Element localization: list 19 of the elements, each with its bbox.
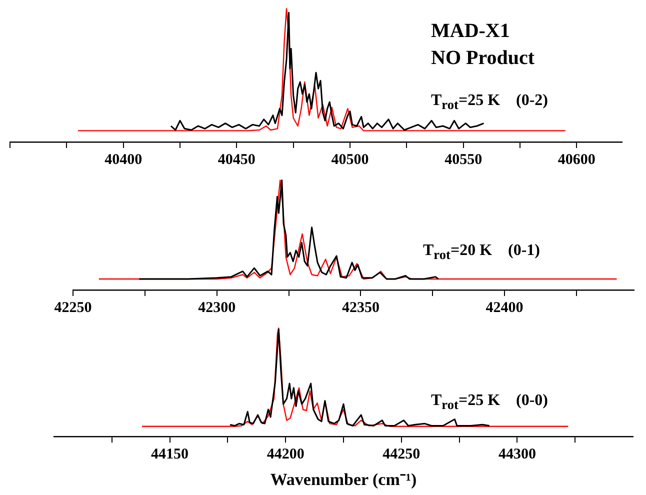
x-tick-label: 44250 bbox=[382, 446, 420, 462]
x-tick-label: 40550 bbox=[444, 152, 482, 168]
x-tick-label: 42300 bbox=[198, 300, 236, 316]
x-tick-label: 42350 bbox=[342, 300, 380, 316]
x-tick-label: 40500 bbox=[331, 152, 369, 168]
x-tick-label: 42400 bbox=[486, 300, 524, 316]
annotation: T$_{rot}$=25 K (0-0) bbox=[431, 392, 548, 413]
x-tick-label: 44300 bbox=[498, 446, 536, 462]
x-axis-title: Wavenumber (cm⁻¹) bbox=[270, 470, 417, 490]
x-tick-label: 40400 bbox=[104, 152, 142, 168]
annotation: T$_{rot}$=25 K (0-2) bbox=[431, 92, 548, 113]
x-tick-label: 40450 bbox=[218, 152, 256, 168]
text: NO Product bbox=[431, 47, 535, 69]
text: MAD-X1 bbox=[431, 20, 510, 42]
x-tick-label: 40600 bbox=[558, 152, 596, 168]
x-tick-label: 44200 bbox=[266, 446, 304, 462]
x-tick-label: 42250 bbox=[54, 300, 92, 316]
x-tick-label: 44150 bbox=[151, 446, 189, 462]
annotation: T$_{rot}$=20 K (0-1) bbox=[423, 242, 540, 263]
